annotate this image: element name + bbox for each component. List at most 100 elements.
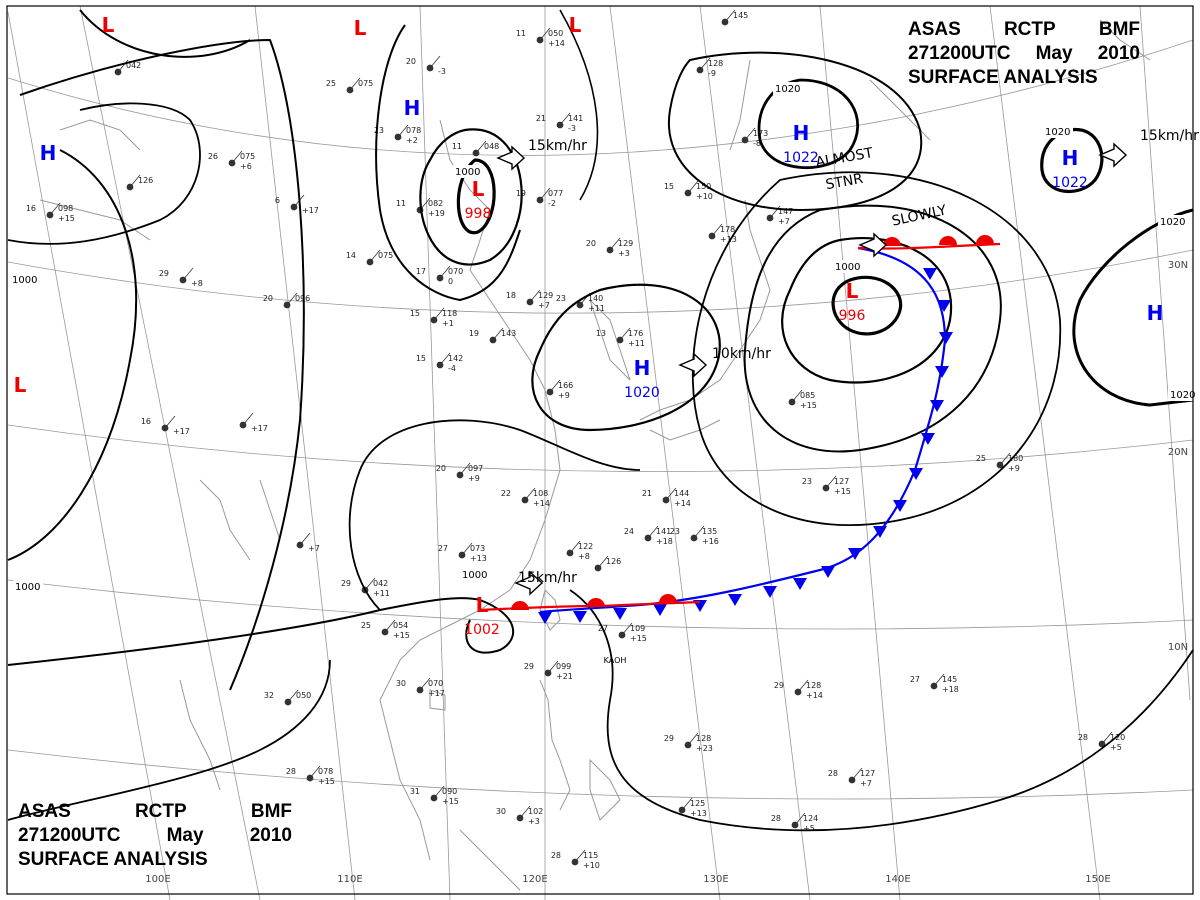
wind-barb [309, 765, 321, 779]
station-plot: 128-9 [696, 57, 723, 78]
isobar-label: 1000 [15, 582, 40, 593]
isobar-label: 1000 [12, 275, 37, 286]
station-temperature: 28 [828, 769, 838, 778]
station-temperature: 25 [976, 454, 986, 463]
station-plot: 28 124+5 [771, 812, 818, 833]
station-temperature: 31 [410, 787, 420, 796]
station-plot: 25 054+15 [361, 619, 410, 640]
station-tendency: +11 [373, 589, 390, 598]
wind-barb [559, 112, 571, 126]
station-pressure: 096 [295, 294, 310, 303]
center-pressure-value: 1002 [464, 622, 500, 638]
wind-barb [825, 475, 837, 489]
station-tendency: +7 [538, 301, 550, 310]
station-temperature: 25 [326, 79, 336, 88]
station-temperature: 29 [524, 662, 534, 671]
wind-barb [231, 150, 243, 164]
coastline [589, 299, 631, 381]
station-plot: 20 096 [263, 292, 310, 309]
station-plot: 15 142-4 [416, 352, 463, 373]
station-tendency: +7 [860, 779, 872, 788]
station-tendency: +15 [834, 487, 851, 496]
station-temperature: 28 [771, 814, 781, 823]
coastline [649, 419, 721, 441]
station-tendency: +15 [630, 634, 647, 643]
station-tendency: +19 [428, 209, 445, 218]
isobar-label-mask [13, 580, 43, 593]
station-pressure: 126 [606, 557, 621, 566]
station-tendency: +10 [696, 192, 713, 201]
station-pressure: 180 [1008, 454, 1023, 463]
low-symbol: L [354, 16, 367, 40]
coastline [259, 479, 281, 541]
station-tendency: +13 [720, 235, 737, 244]
station-temperature: 11 [452, 142, 462, 151]
title-product: SURFACE ANALYSIS [18, 849, 208, 870]
station-temperature: 20 [263, 294, 273, 303]
station-plot: 16 +17 [141, 415, 190, 436]
station-plot: 20 129+3 [586, 237, 633, 258]
isobar-label-mask [833, 260, 863, 273]
wind-barb [519, 805, 531, 819]
meridian-line [609, 5, 721, 900]
station-plot: 25 180+9 [976, 452, 1023, 473]
station-pressure: 075 [378, 251, 393, 260]
coastline [589, 758, 621, 821]
wind-barb [419, 677, 431, 691]
station-pressure: 141 [568, 114, 583, 123]
station-tendency: +3 [618, 249, 630, 258]
station-temperature: 21 [642, 489, 652, 498]
station-temperature: 29 [341, 579, 351, 588]
low-pressure-center: L 998 [465, 177, 492, 222]
station-plot: 32 050 [264, 689, 311, 706]
station-tendency: -3 [438, 67, 446, 76]
station-plot: 16 098+15 [26, 202, 75, 223]
station-tendency: +3 [528, 817, 540, 826]
station-tendency: +23 [696, 744, 713, 753]
coastline [379, 699, 431, 861]
station-temperature: 15 [410, 309, 420, 318]
isobar-line [1072, 208, 1194, 407]
station-tendency: +11 [628, 339, 645, 348]
wind-barb [524, 487, 536, 501]
station-temperature: 28 [551, 851, 561, 860]
agency-bmf: BMF [1098, 19, 1140, 40]
low-symbol: L [846, 279, 859, 303]
low-symbol: L [476, 593, 489, 617]
isobar-line [757, 78, 860, 169]
title-product-row: SURFACE ANALYSIS [18, 848, 292, 872]
station-plot: 28 127+7 [828, 767, 875, 788]
station-pressure: 099 [556, 662, 571, 671]
station-temperature: 18 [506, 291, 516, 300]
station-plot: 178+13 [708, 223, 737, 244]
wind-barb [433, 785, 445, 799]
isobar-label: 1020 [1160, 217, 1185, 228]
high-pressure-center: H 1022 [1052, 146, 1088, 191]
station-tendency: +14 [806, 691, 823, 700]
station-pressure: 090 [442, 787, 457, 796]
station-plot: 19 143 [469, 327, 516, 344]
warm-front-semicircle [659, 594, 677, 603]
title-product: SURFACE ANALYSIS [908, 67, 1098, 88]
station-plot: 126 [594, 555, 621, 572]
meridian-line [1139, 5, 1191, 701]
station-pressure: 129 [618, 239, 633, 248]
cold-front-triangle [935, 366, 949, 378]
station-plot: 166+9 [546, 379, 573, 400]
center-pressure-value: 996 [839, 308, 866, 324]
station-plot: 126 [126, 174, 153, 191]
station-pressure: 142 [448, 354, 463, 363]
meridian-line [79, 5, 261, 900]
motion-arrow-shape [1098, 142, 1128, 168]
station-pressure: 097 [468, 464, 483, 473]
agency-rctp: RCTP [134, 801, 187, 822]
high-pressure-center: H 1020 [624, 356, 660, 401]
station-temperature: 27 [438, 544, 448, 553]
station-pressure: 098 [58, 204, 73, 213]
station-tendency: +5 [803, 824, 815, 833]
cold-front-triangle [930, 400, 944, 412]
isobar-line [348, 419, 641, 611]
station-pressure: 120 [1110, 733, 1125, 742]
wind-barb [711, 223, 723, 237]
wind-barb [164, 415, 176, 429]
